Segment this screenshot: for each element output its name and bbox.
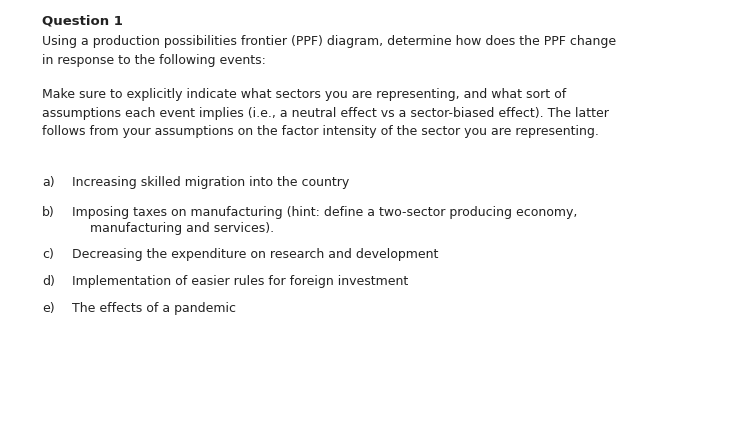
Text: Make sure to explicitly indicate what sectors you are representing, and what sor: Make sure to explicitly indicate what se… [42, 88, 609, 138]
Text: Using a production possibilities frontier (PPF) diagram, determine how does the : Using a production possibilities frontie… [42, 35, 616, 66]
Text: c): c) [42, 248, 54, 261]
Text: Implementation of easier rules for foreign investment: Implementation of easier rules for forei… [72, 275, 408, 288]
Text: b): b) [42, 206, 55, 219]
Text: Imposing taxes on manufacturing (hint: define a two-sector producing economy,: Imposing taxes on manufacturing (hint: d… [72, 206, 577, 219]
Text: manufacturing and services).: manufacturing and services). [90, 222, 274, 235]
Text: Decreasing the expenditure on research and development: Decreasing the expenditure on research a… [72, 248, 438, 261]
Text: d): d) [42, 275, 55, 288]
Text: Increasing skilled migration into the country: Increasing skilled migration into the co… [72, 176, 349, 189]
Text: a): a) [42, 176, 55, 189]
Text: e): e) [42, 302, 55, 315]
Text: Question 1: Question 1 [42, 14, 123, 27]
Text: The effects of a pandemic: The effects of a pandemic [72, 302, 236, 315]
